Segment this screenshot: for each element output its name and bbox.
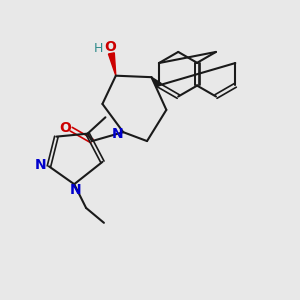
Text: H: H	[93, 42, 103, 56]
Text: N: N	[35, 158, 46, 172]
Polygon shape	[152, 77, 161, 87]
Text: N: N	[70, 182, 82, 197]
Text: O: O	[59, 121, 70, 135]
Text: N: N	[112, 127, 124, 141]
Text: O: O	[104, 40, 116, 55]
Polygon shape	[108, 53, 116, 76]
